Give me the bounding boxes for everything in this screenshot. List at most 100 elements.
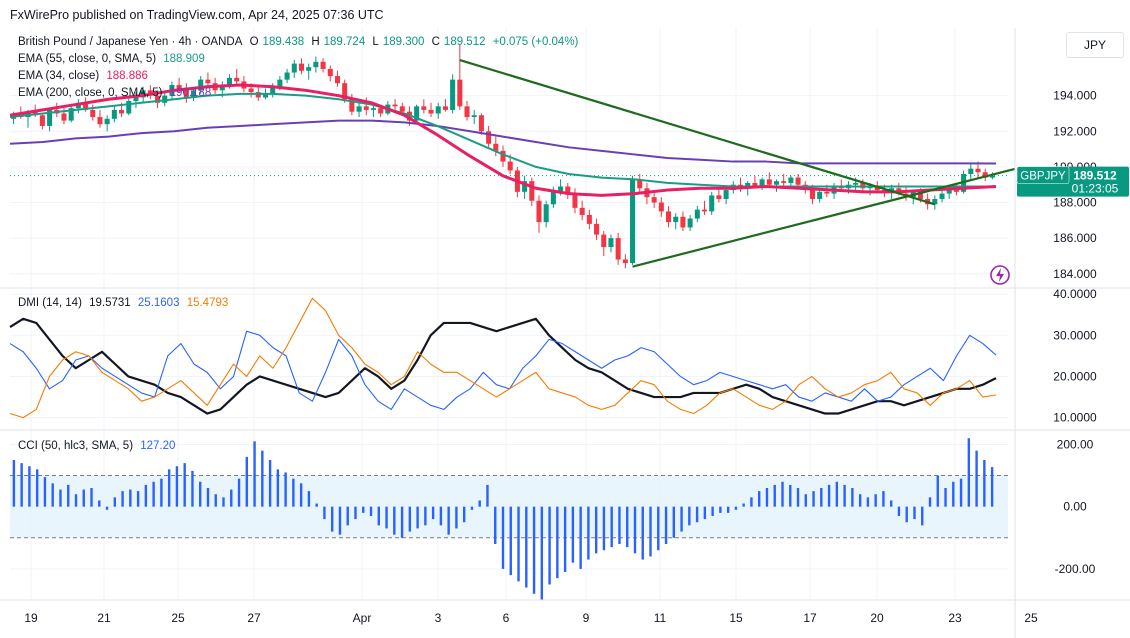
candle-body (586, 214, 592, 224)
symbol-tag (1016, 166, 1070, 184)
cci-bar (261, 450, 264, 507)
candle-body (450, 79, 456, 110)
cci-bar (276, 469, 280, 507)
cci-bar (424, 506, 427, 526)
cci-bar (447, 506, 450, 535)
candle-body (363, 106, 369, 110)
cci-bar (944, 488, 947, 507)
candle-body (601, 234, 607, 248)
cci-bar (175, 466, 179, 507)
candle-body (68, 108, 74, 121)
candle-body (939, 193, 945, 199)
candle-body (536, 200, 542, 223)
cci-bar (967, 438, 971, 507)
cci-bar (796, 488, 800, 507)
cci-bar (556, 506, 559, 579)
x-tick-label: 11 (654, 611, 667, 625)
candle-body (507, 161, 513, 171)
candle-body (421, 106, 427, 110)
cci-bar (35, 469, 39, 507)
cci-bar (843, 484, 846, 507)
cci-bar (812, 491, 815, 507)
symbol-legend[interactable]: British Pound / Japanese Yen · 4h · OAND… (18, 36, 582, 48)
candle-body (558, 186, 564, 192)
candle-body (658, 202, 664, 212)
cci-bar (253, 441, 256, 507)
cci-bar (307, 491, 311, 507)
ema200-label: EMA (200, close, 0, SMA, 5) (18, 87, 163, 99)
cci-bar (214, 494, 217, 507)
cci-bar (711, 506, 714, 516)
candle-body (262, 93, 269, 98)
candle-body (773, 181, 780, 185)
cci-bar (525, 506, 528, 588)
dmi-label: DMI (14, 14) (18, 297, 82, 309)
cci-tick-label: 0.00 (1063, 500, 1087, 514)
dmi-legend[interactable]: DMI (14, 14) 19.5731 25.1603 15.4793 (18, 297, 232, 309)
cci-bar (633, 506, 637, 554)
cci-bar (113, 497, 117, 507)
candle-body (291, 63, 297, 73)
cci-bar (362, 506, 365, 513)
cci-bar (827, 484, 831, 507)
candle-body (83, 102, 89, 110)
close-value: 189.512 (443, 36, 486, 48)
candle-body (298, 63, 305, 71)
cci-bar (820, 488, 823, 507)
cci-bar (160, 478, 163, 507)
ema200-legend[interactable]: EMA (200, close, 0, SMA, 5) 190.188 (18, 87, 215, 99)
cci-bar (222, 497, 225, 507)
candle-body (205, 79, 211, 84)
candle-body (917, 191, 923, 199)
cci-bar (936, 475, 939, 507)
candle-body (687, 218, 693, 228)
cci-bar (105, 506, 109, 510)
candle-body (126, 101, 132, 114)
cci-bar (594, 506, 598, 554)
dmi-pane (9, 297, 997, 419)
candle-body (608, 238, 614, 248)
lightning-icon[interactable] (989, 264, 1011, 286)
cci-bar (408, 506, 412, 532)
cci-bar (59, 489, 62, 507)
candle-body (155, 95, 161, 103)
cci-bar (897, 506, 901, 516)
candle-body (356, 106, 362, 112)
cci-bar (734, 506, 738, 510)
cci-bar (921, 506, 924, 526)
cci-bar (129, 489, 132, 507)
currency-button[interactable]: JPY (1066, 32, 1124, 58)
cci-pane (10, 438, 1008, 600)
cci-bar (346, 506, 349, 526)
price-tag-countdown: 01:23:05 (1072, 182, 1119, 196)
cci-bar (664, 506, 668, 544)
candle-body (457, 79, 463, 107)
candle-body (119, 109, 125, 114)
price-axis-area (1015, 28, 1130, 638)
cci-bar (183, 463, 186, 507)
x-tick-label: 25 (1024, 611, 1038, 625)
candle-body (320, 61, 326, 69)
adx-value: 19.5731 (89, 297, 131, 309)
cci-bar (20, 463, 23, 507)
cci-bar (12, 460, 16, 507)
candle-body (399, 106, 405, 112)
candle-body (795, 177, 801, 185)
candle-body (39, 115, 45, 126)
candle-body (716, 195, 722, 199)
cci-legend[interactable]: CCI (50, hlc3, SMA, 5) 127.20 (18, 440, 179, 452)
ema55-legend[interactable]: EMA (55, close, 0, SMA, 5) 188.909 (18, 53, 209, 65)
candle-body (97, 117, 103, 125)
change-value: +0.075 (+0.04%) (492, 36, 579, 48)
low-value: 189.300 (382, 36, 425, 48)
candle-body (968, 168, 974, 175)
candle-body (104, 118, 110, 125)
ema34-legend[interactable]: EMA (34, close) 188.886 (18, 70, 152, 82)
cci-bar (649, 506, 652, 557)
dmi-tick-label: 20.0000 (1053, 369, 1097, 383)
candle-body (817, 191, 823, 199)
candle-body (61, 113, 67, 121)
cci-label: CCI (50, hlc3, SMA, 5) (18, 440, 134, 452)
cci-bar (377, 506, 380, 526)
